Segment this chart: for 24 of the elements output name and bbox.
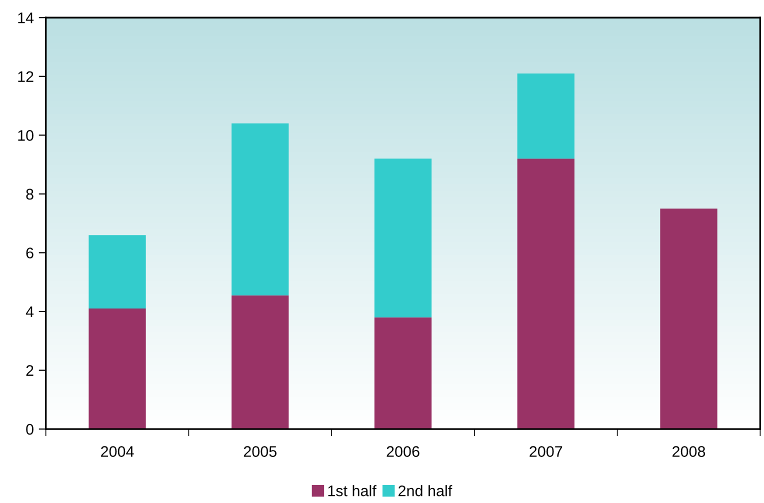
bar: [88, 235, 146, 309]
x-tick-label: 2006: [386, 446, 420, 457]
y-tick-label: 14: [18, 12, 34, 24]
x-tick-label: 2008: [672, 446, 706, 457]
legend-label: 1st half: [328, 485, 376, 496]
x-tick-label: 2005: [244, 446, 276, 457]
bar: [660, 208, 718, 430]
y-tick-label: 0: [26, 424, 34, 435]
x-tick-label: 2004: [101, 446, 134, 457]
y-tick-label: 12: [18, 71, 34, 82]
bar: [374, 158, 432, 318]
bar: [374, 317, 432, 430]
bar: [517, 158, 574, 430]
x-tick-label: 2007: [530, 446, 562, 457]
y-tick-label: 4: [26, 306, 34, 318]
y-tick-label: 10: [18, 130, 34, 141]
bar: [232, 295, 289, 430]
y-tick-label: 8: [26, 188, 34, 200]
bar: [88, 308, 146, 430]
y-tick-label: 6: [26, 248, 34, 258]
bar: [517, 73, 574, 159]
bar: [232, 123, 289, 296]
y-tick-label: 2: [26, 365, 34, 376]
legend-label: 2nd half: [398, 485, 452, 496]
